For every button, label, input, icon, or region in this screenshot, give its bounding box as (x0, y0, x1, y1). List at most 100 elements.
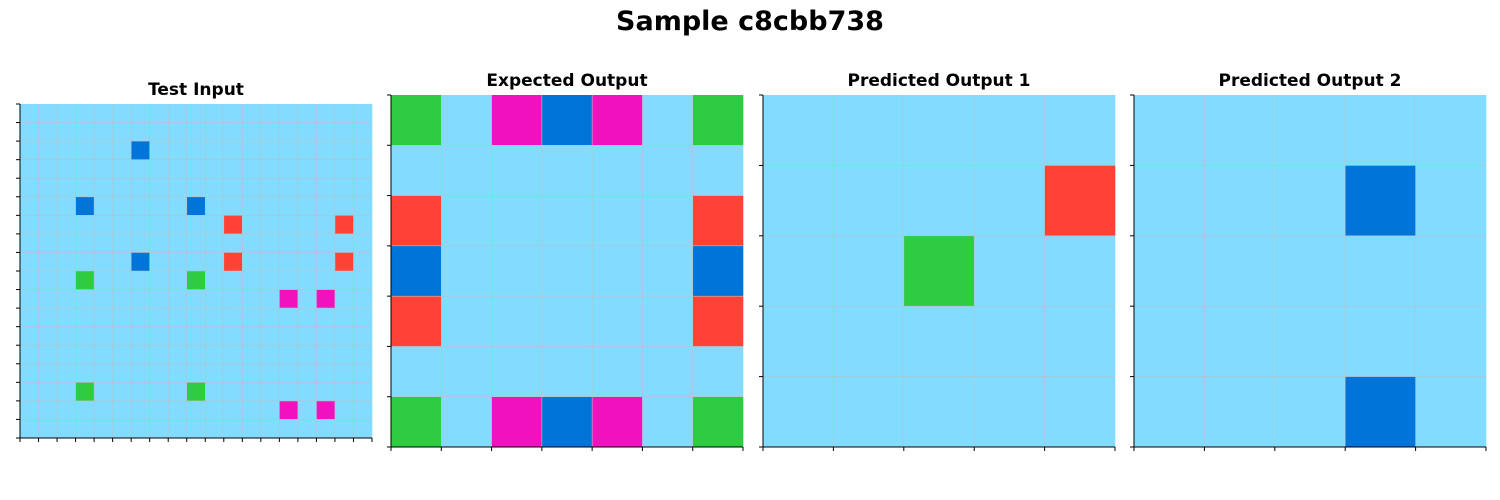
grid-cell (223, 326, 243, 346)
panel-title-test-input: Test Input (148, 80, 244, 100)
grid-cell (20, 196, 39, 216)
expected-output-grid (387, 94, 744, 451)
panel-title-predicted-output-1: Predicted Output 1 (847, 71, 1031, 91)
grid-cell (131, 345, 150, 365)
grid-cell (279, 178, 299, 198)
grid-cell (57, 382, 76, 402)
grid-cell (75, 363, 95, 383)
grid-cell (242, 122, 262, 142)
grid-cell (297, 215, 317, 235)
grid-cell (692, 245, 744, 297)
grid-cell (353, 382, 373, 402)
grid-cell (57, 159, 76, 179)
grid-cell (334, 419, 354, 439)
grid-cell (242, 252, 262, 272)
grid-cell (297, 345, 317, 365)
grid-cell (186, 271, 206, 290)
grid-cell (223, 215, 243, 235)
grid-cell (94, 308, 113, 327)
grid-cell (242, 289, 262, 309)
grid-cell (57, 345, 76, 365)
grid-cell (38, 271, 58, 290)
grid-cell (168, 141, 188, 160)
grid-cell (112, 382, 132, 402)
grid-cell (297, 196, 317, 216)
grid-cell (903, 376, 975, 448)
grid-cell (1044, 376, 1116, 448)
grid-cell (186, 382, 206, 402)
grid-cell (149, 363, 169, 383)
grid-cell (75, 308, 95, 327)
grid-cell (592, 296, 643, 347)
grid-cell (391, 95, 442, 146)
grid-cell (316, 363, 336, 383)
grid-cell (75, 233, 95, 253)
test-input-grid (16, 103, 373, 442)
grid-cell (38, 289, 58, 309)
grid-cell (353, 308, 373, 327)
grid-cell (112, 178, 132, 198)
grid-cell (833, 95, 905, 166)
grid-cell (94, 345, 113, 365)
grid-cell (316, 159, 336, 179)
grid-cell (491, 296, 543, 347)
grid-cell (94, 159, 113, 179)
grid-cell (149, 215, 169, 235)
grid-cell (642, 346, 694, 398)
grid-cell (297, 104, 317, 123)
grid-cell (223, 363, 243, 383)
grid-cell (1415, 95, 1487, 166)
grid-cell (260, 196, 280, 216)
grid-cell (297, 252, 317, 272)
grid-cell (260, 252, 280, 272)
grid-cell (131, 271, 150, 290)
grid-cell (316, 141, 336, 160)
grid-cell (391, 245, 442, 297)
grid-cell (1134, 306, 1205, 377)
grid-cell (279, 104, 299, 123)
grid-cell (1415, 235, 1487, 307)
grid-cell (491, 195, 543, 247)
grid-cell (223, 419, 243, 439)
grid-cell (279, 215, 299, 235)
grid-cell (974, 376, 1045, 448)
grid-cell (297, 400, 317, 420)
grid-cell (205, 289, 225, 309)
grid-cell (223, 159, 243, 179)
grid-cell (833, 376, 905, 448)
grid-cell (441, 245, 492, 297)
grid-cell (131, 400, 150, 420)
grid-cell (186, 196, 206, 216)
grid-cell (353, 122, 373, 142)
grid-cell (592, 346, 643, 398)
grid-cell (1204, 235, 1276, 307)
grid-cell (205, 419, 225, 439)
grid-cell (131, 122, 150, 142)
grid-cell (441, 396, 492, 448)
grid-cell (242, 419, 262, 439)
grid-cell (57, 252, 76, 272)
grid-cell (260, 159, 280, 179)
grid-cell (20, 215, 39, 235)
grid-cell (1274, 235, 1346, 307)
grid-cell (1134, 235, 1205, 307)
grid-cell (57, 122, 76, 142)
grid-cell (38, 345, 58, 365)
grid-cell (642, 296, 694, 347)
grid-cell (974, 235, 1045, 307)
grid-cell (334, 289, 354, 309)
grid-cell (903, 165, 975, 237)
grid-cell (903, 235, 975, 307)
grid-cell (334, 215, 354, 235)
grid-cell (297, 233, 317, 253)
grid-cell (57, 289, 76, 309)
grid-cell (223, 289, 243, 309)
grid-cell (316, 271, 336, 290)
grid-cell (260, 345, 280, 365)
grid-cell (168, 308, 188, 327)
grid-cell (1345, 165, 1416, 237)
grid-cell (112, 271, 132, 290)
grid-cell (334, 159, 354, 179)
grid-cell (279, 159, 299, 179)
grid-cell (334, 122, 354, 142)
